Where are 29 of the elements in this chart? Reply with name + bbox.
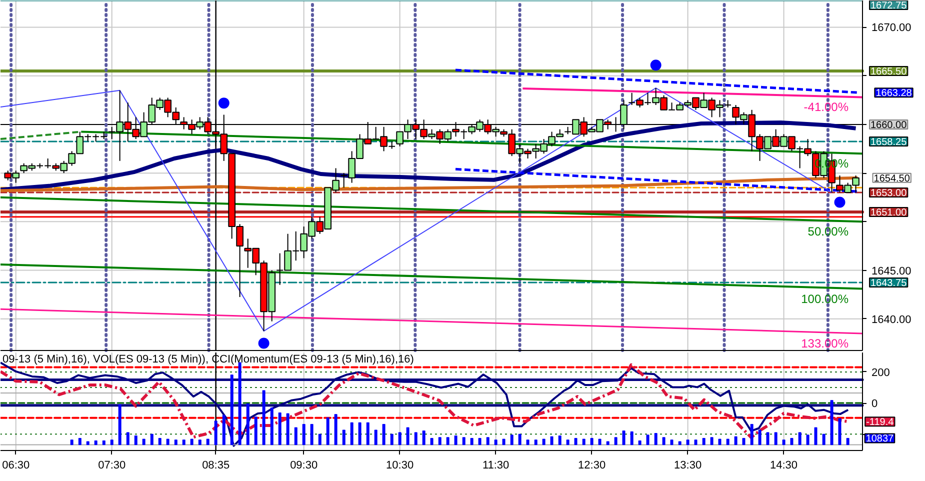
y-tick-label: 1670.00 — [872, 22, 912, 34]
x-tick-label: 11:30 — [482, 460, 510, 472]
x-tick-label: 12:30 — [578, 460, 606, 472]
y-tick-label: 1645.00 — [872, 265, 912, 278]
y-tick-label: 1640.00 — [872, 314, 912, 326]
ref-line-label: 1658.25 — [870, 136, 908, 148]
y-tick-label: 200 — [872, 366, 890, 379]
ref-line-label: 1665.50 — [870, 66, 908, 78]
x-tick-label: 06:30 — [2, 460, 30, 472]
data-label: -119.4 — [866, 417, 894, 428]
series-label: 133.00% — [801, 336, 849, 350]
annotation: 10837 — [866, 434, 894, 445]
x-tick-label: 08:35 — [202, 460, 230, 472]
y-tick-label: 0 — [872, 398, 878, 410]
series-label: 100.00% — [801, 292, 849, 306]
ref-line-label: 1672.75 — [870, 0, 908, 12]
ref-line-label: 1653.00 — [870, 188, 908, 200]
data-label: 1663.28 — [876, 88, 912, 100]
ref-line-label: 1643.75 — [870, 278, 908, 289]
ref-line-label: 1651.00 — [870, 207, 908, 218]
x-tick-label: 10:30 — [386, 460, 414, 472]
x-tick-label: 14:30 — [770, 460, 798, 472]
x-tick-label: 09:30 — [290, 460, 318, 472]
series-label: -41.00% — [804, 100, 849, 114]
ref-line-label: 1660.00 — [870, 120, 908, 131]
x-tick-label: 13:30 — [674, 460, 702, 472]
x-tick-label: 07:30 — [98, 460, 126, 472]
annotation: 1654.50 — [874, 173, 910, 184]
series-label: 50.00% — [808, 224, 849, 239]
